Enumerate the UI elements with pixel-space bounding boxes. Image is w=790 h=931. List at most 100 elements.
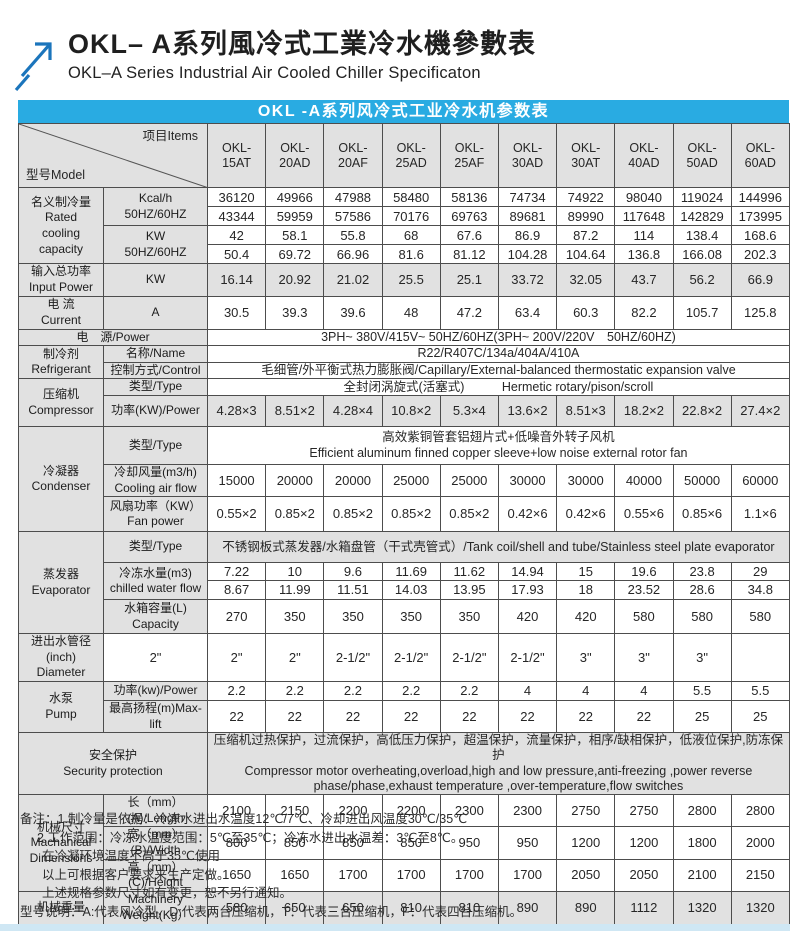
value-tank-capacity: 350	[381, 599, 441, 635]
label-compressor: 压缩机 Compressor	[18, 378, 104, 427]
value-input-power: 33.72	[497, 263, 558, 297]
model-header-cell: OKL- 20AD	[265, 122, 325, 189]
value-condenser-type: 高效紫铜管套铝翅片式+低噪音外转子风机 Efficient aluminum f…	[207, 426, 790, 465]
value-width: 950	[497, 826, 558, 860]
label-compressor-power: 功率(KW)/Power	[103, 395, 208, 427]
value-kw-50: 114	[614, 225, 674, 246]
model-header-cell: OKL- 30AT	[556, 122, 616, 189]
label-max-lift: 最高扬程(m)Max-lift	[103, 699, 208, 734]
corner-items-label: 项目Items	[142, 129, 198, 143]
row-kw-50hz: KW 50HZ/60HZ 42 58.1 55.8 68 67.6 86.9 87.2 114…	[19, 225, 790, 265]
row-length: 机械尺寸 Machanical Dimensions 长（mm）(A)/Leng…	[18, 794, 790, 892]
value-kcal-60: 59959	[265, 206, 325, 227]
value-kw-60: 202.3	[730, 244, 790, 265]
value-kw-60: 104.64	[556, 244, 616, 265]
label-length: 长（mm）(A)/Length	[103, 794, 208, 828]
value-fan-power: 0.55×6	[614, 496, 674, 533]
label-refrigerant-name: 名称/Name	[103, 345, 208, 363]
title-block: OKL– A系列風冷式工業冷水機參數表 OKL–A Series Industr…	[68, 28, 536, 83]
value-current: 47.2	[439, 295, 499, 330]
value-chilled-water-60: 34.8	[730, 580, 790, 601]
value-current: 39.6	[323, 295, 383, 330]
value-kw-60: 81.6	[381, 244, 441, 265]
value-fan-power: 1.1×6	[730, 496, 790, 533]
value-max-lift: 25	[730, 699, 790, 734]
value-chilled-water-60: 14.03	[381, 580, 441, 601]
row-compressor-type: 压缩机 Compressor 类型/Type 全封闭涡旋式(活塞式) Herme…	[18, 378, 790, 427]
row-pump-power: 水泵 Pump 功率(kw)/Power 2.2 2.2 2.2 2.2 2.2 4 4 4 5…	[18, 680, 790, 734]
value-chilled-water-60: 23.52	[614, 580, 674, 601]
value-pump-power: 5.5	[730, 680, 790, 701]
value-max-lift: 22	[497, 699, 558, 734]
value-width: 1800	[672, 826, 732, 860]
note-line: 在冷凝环境温度不高于35℃使用	[42, 849, 220, 863]
value-current: 48	[381, 295, 441, 330]
value-compressor-power: 4.28×3	[206, 395, 267, 427]
value-pump-power: 2.2	[439, 680, 499, 701]
value-max-lift: 22	[556, 699, 616, 734]
value-tank-capacity: 580	[730, 599, 790, 635]
value-chilled-water-60: 8.67	[206, 580, 267, 601]
value-kw-60: 81.12	[439, 244, 499, 265]
value-fan-power: 0.85×2	[323, 496, 383, 533]
value-max-lift: 22	[265, 699, 325, 734]
value-input-power: 66.9	[730, 263, 790, 297]
value-length: 2100	[206, 794, 267, 828]
value-kcal-50: 74734	[497, 187, 558, 208]
row-cooling-air-flow: 冷却风量(m3/h) Cooling air flow 15000 20000 20…	[19, 463, 790, 498]
value-kcal-60: 173995	[730, 206, 790, 227]
value-chilled-water-50: 11.62	[439, 562, 499, 582]
value-chilled-water-50: 11.69	[381, 562, 441, 582]
value-compressor-type: 全封闭涡旋式(活塞式) Hermetic rotary/pison/scroll	[207, 378, 790, 396]
value-kcal-50: 58136	[439, 187, 499, 208]
value-tank-capacity: 270	[206, 599, 267, 635]
row-header: 型号Model 项目Items OKL- 15AT OKL- 20AD OKL- 2…	[18, 122, 790, 189]
row-fan-power: 风扇功率（KW） Fan power 0.55×2 0.85×2 0.85×2 0.8…	[19, 496, 790, 533]
value-max-lift: 22	[323, 699, 383, 734]
label-condenser: 冷凝器 Condenser	[18, 425, 104, 533]
value-pipe-diameter: 2"	[103, 633, 208, 682]
value-length: 2750	[556, 794, 616, 828]
value-pipe-diameter: 2-1/2"	[439, 633, 499, 682]
value-pump-power: 2.2	[381, 680, 441, 701]
value-weight: 1320	[672, 890, 732, 925]
note-line: 备注：1.制冷量是依据：冷冻水进出水温度12℃/7℃、冷却进出风温度30℃/35…	[20, 812, 468, 826]
value-kcal-50: 58480	[381, 187, 441, 208]
value-chilled-water-50: 9.6	[323, 562, 383, 582]
value-kw-50: 58.1	[265, 225, 325, 246]
value-height: 1700	[323, 858, 383, 892]
value-height: 1650	[265, 858, 325, 892]
label-fan-power: 风扇功率（KW） Fan power	[103, 496, 208, 533]
value-chilled-water-60: 17.93	[497, 580, 558, 601]
value-width: 850	[323, 826, 383, 860]
row-weight: 机械重量 Machinery Weight(Kg） 580 650 650 810 81…	[18, 890, 790, 925]
model-header-cell: OKL- 30AD	[497, 122, 558, 189]
value-weight: 1320	[730, 890, 790, 925]
label-refrigerant-control: 控制方式/Control	[103, 361, 208, 380]
value-height: 2050	[556, 858, 616, 892]
label-pump-power: 功率(kw)/Power	[103, 680, 208, 701]
value-weight: 890	[497, 890, 558, 925]
value-max-lift: 22	[206, 699, 267, 734]
value-kw-50: 138.4	[672, 225, 732, 246]
value-length: 2800	[672, 794, 732, 828]
row-power-source: 电 源/Power 3PH~ 380V/415V~ 50HZ/60HZ(3PH~…	[18, 328, 790, 347]
value-tank-capacity: 350	[265, 599, 325, 635]
value-height: 1700	[381, 858, 441, 892]
value-pump-power: 2.2	[206, 680, 267, 701]
value-pipe-diameter: 2"	[265, 633, 325, 682]
model-header-cell: OKL- 25AF	[439, 122, 499, 189]
value-chilled-water-60: 11.51	[323, 580, 383, 601]
value-pipe-diameter: 3"	[614, 633, 674, 682]
value-weight: 650	[323, 890, 383, 925]
label-weight-en: Machinery Weight(Kg）	[103, 890, 208, 925]
value-power-source: 3PH~ 380V/415V~ 50HZ/60HZ(3PH~ 200V/220V…	[207, 328, 790, 347]
label-input-power: 输入总功率 Input Power	[18, 263, 104, 297]
value-current: 39.3	[265, 295, 325, 330]
row-condenser-type: 冷凝器 Condenser 类型/Type 高效紫铜管套铝翅片式+低噪音外转子风…	[18, 425, 790, 533]
row-max-lift: 最高扬程(m)Max-lift 22 22 22 22 22 22 22 22 25 25	[19, 699, 790, 734]
value-kw-50: 86.9	[497, 225, 558, 246]
value-tank-capacity: 420	[497, 599, 558, 635]
label-weight: 机械重量	[18, 890, 104, 925]
